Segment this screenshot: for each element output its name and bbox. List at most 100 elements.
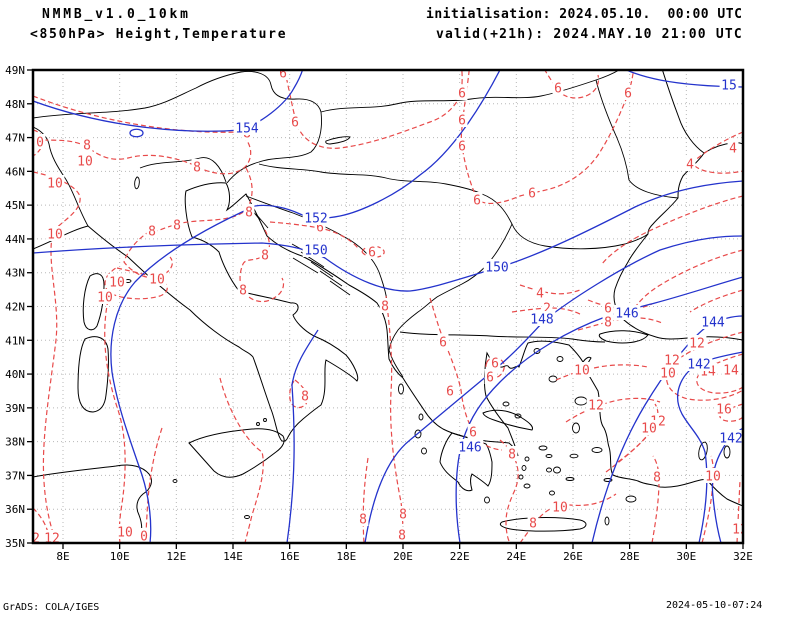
temperature-contour-label: 6 bbox=[491, 357, 499, 372]
temperature-contour-label: 12 bbox=[664, 354, 680, 369]
temperature-contour-label: 8 bbox=[148, 225, 156, 240]
temperature-contour-label: 6 bbox=[458, 114, 466, 129]
lon-label: 8E bbox=[56, 550, 69, 563]
height-contour-label: 15 bbox=[721, 79, 737, 94]
temperature-contour-label: 10 bbox=[574, 364, 590, 379]
lon-label: 32E bbox=[733, 550, 753, 563]
temperature-contour-label: 16 bbox=[716, 403, 732, 418]
temperature-contour-label: 6 bbox=[291, 116, 299, 131]
temperature-contour-label: 12 bbox=[44, 532, 60, 547]
lon-label: 26E bbox=[563, 550, 583, 563]
lat-label: 35N bbox=[5, 537, 25, 550]
temperature-contour-label: 4 bbox=[686, 158, 694, 173]
temperature-contour-label: 8 bbox=[604, 316, 612, 331]
temperature-contour-label: 10 bbox=[552, 501, 568, 516]
lat-label: 42N bbox=[5, 301, 25, 314]
valid-time: valid(+21h): 2024.MAY.10 21:00 UTC bbox=[436, 27, 743, 42]
temperature-contour-label: 10 bbox=[641, 422, 657, 437]
lon-label: 18E bbox=[336, 550, 356, 563]
temperature-contour-label: 14 bbox=[723, 364, 739, 379]
lon-label: 14E bbox=[223, 550, 243, 563]
temperature-contour-label: 10 bbox=[705, 470, 721, 485]
temperature-contour-label: 10 bbox=[149, 273, 165, 288]
temperature-contour-label: 10 bbox=[117, 526, 133, 541]
lon-label: 10E bbox=[110, 550, 130, 563]
temperature-contour-label: 10 bbox=[660, 367, 676, 382]
lat-label: 40N bbox=[5, 368, 25, 381]
temperature-contour-label: 0 bbox=[36, 136, 44, 151]
temperature-contour-label: 6 bbox=[486, 371, 494, 386]
lon-label: 22E bbox=[450, 550, 470, 563]
temperature-contour-label: 8 bbox=[193, 161, 201, 176]
lon-label: 12E bbox=[166, 550, 186, 563]
temperature-contour-label: 12 bbox=[689, 337, 705, 352]
lat-label: 39N bbox=[5, 402, 25, 415]
lon-label: 16E bbox=[280, 550, 300, 563]
lat-label: 38N bbox=[5, 436, 25, 449]
lon-label: 28E bbox=[620, 550, 640, 563]
lat-label: 37N bbox=[5, 469, 25, 482]
lon-label: 24E bbox=[506, 550, 526, 563]
grads-credit: GrADS: COLA/IGES bbox=[3, 602, 100, 613]
temperature-contour-label: 8 bbox=[398, 529, 406, 544]
plot-subtitle: <850hPa> Height,Temperature bbox=[30, 27, 288, 42]
temperature-contour-label: 8 bbox=[381, 300, 389, 315]
contour-label-layer: 0810108866666664488810668810101066864268… bbox=[33, 67, 748, 547]
lat-label: 43N bbox=[5, 267, 25, 280]
height-contour-label: 150 bbox=[485, 261, 508, 276]
temperature-contour-label: 8 bbox=[245, 206, 253, 221]
temperature-contour-label: 6 bbox=[458, 87, 466, 102]
temperature-contour-label: 6 bbox=[528, 187, 536, 202]
temperature-contour-label: 8 bbox=[301, 390, 309, 405]
temperature-contour-label: 2 bbox=[543, 302, 551, 317]
model-title: NMMB_v1.0_10km bbox=[42, 7, 191, 22]
lat-label: 47N bbox=[5, 132, 25, 145]
height-contour-label: 146 bbox=[615, 307, 638, 322]
initialisation-time: initialisation: 2024.05.10. 00:00 UTC bbox=[426, 7, 743, 22]
lat-label: 46N bbox=[5, 165, 25, 178]
temperature-contour-label: 6 bbox=[446, 385, 454, 400]
lat-label: 41N bbox=[5, 334, 25, 347]
temperature-contour-label: 8 bbox=[529, 517, 537, 532]
temperature-contour-label: 8 bbox=[261, 249, 269, 264]
height-contour-label: 152 bbox=[304, 212, 327, 227]
temperature-contour-label: 6 bbox=[279, 67, 287, 82]
temperature-contour-label: 6 bbox=[439, 336, 447, 351]
lon-label: 30E bbox=[676, 550, 696, 563]
render-timestamp: 2024-05-10-07:24 bbox=[666, 600, 763, 611]
temperature-contour-label: 6 bbox=[469, 426, 477, 441]
height-contour-label: 148 bbox=[530, 313, 553, 328]
temperature-contour-label: 10 bbox=[47, 228, 63, 243]
lat-label: 49N bbox=[5, 64, 25, 77]
axis-labels: 49N 48N 47N 46N 45N 44N 43N 42N 41N 40N 39N 38N 37N 3… bbox=[5, 64, 753, 563]
lon-label: 20E bbox=[393, 550, 413, 563]
temperature-contour-label: 10 bbox=[97, 291, 113, 306]
temperature-contour-label: 6 bbox=[554, 82, 562, 97]
temperature-contour-label: 6 bbox=[604, 302, 612, 317]
temperature-contour-label: 8 bbox=[399, 508, 407, 523]
temperature-contour-label: 4 bbox=[729, 142, 737, 157]
temperature-contour-label: 4 bbox=[536, 287, 544, 302]
temperature-contour-label: 6 bbox=[368, 246, 376, 261]
height-contour-label: 142 bbox=[687, 358, 710, 373]
height-contour-label: 154 bbox=[235, 122, 259, 137]
temperature-contour-label: 12 bbox=[732, 523, 748, 538]
lat-label: 44N bbox=[5, 233, 25, 246]
temperature-contour-label: 12 bbox=[588, 399, 604, 414]
temperature-contour-label: 10 bbox=[47, 177, 63, 192]
temperature-contour-label: 8 bbox=[653, 471, 661, 486]
temperature-contour-label: 0 bbox=[140, 530, 148, 545]
temperature-contour-label: 10 bbox=[109, 276, 125, 291]
height-contour-label: 142 bbox=[719, 432, 742, 447]
temperature-contour-label: 8 bbox=[508, 448, 516, 463]
temperature-contour-label: 6 bbox=[624, 87, 632, 102]
temperature-contour-label: 6 bbox=[316, 221, 324, 236]
temperature-contour-label: 8 bbox=[239, 284, 247, 299]
temperature-contour-label: 10 bbox=[77, 155, 93, 170]
lat-label: 48N bbox=[5, 98, 25, 111]
height-contour-label: 150 bbox=[304, 244, 327, 259]
height-contour-label: 146 bbox=[458, 441, 481, 456]
height-contour-label: 144 bbox=[701, 316, 725, 331]
